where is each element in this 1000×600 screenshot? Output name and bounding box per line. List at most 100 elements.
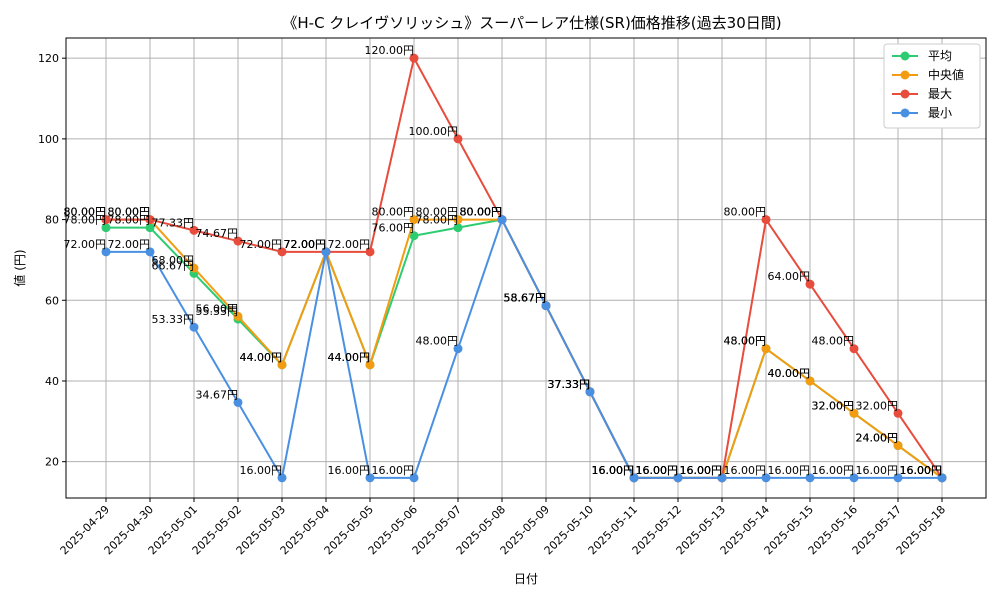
data-point — [805, 473, 815, 483]
data-point — [409, 231, 419, 241]
series-0 — [101, 215, 947, 483]
data-point — [233, 236, 243, 246]
data-point — [101, 223, 111, 233]
data-label: 16.00円 — [240, 464, 283, 477]
y-axis-ticks: 20 40 60 80 100 120 — [38, 52, 66, 469]
legend-box — [883, 43, 981, 129]
data-label: 48.00円 — [416, 335, 459, 348]
data-label: 16.00円 — [680, 464, 723, 477]
data-point — [893, 408, 903, 418]
data-label: 16.00円 — [900, 464, 943, 477]
data-point — [761, 344, 771, 354]
data-label: 16.00円 — [592, 464, 635, 477]
data-label: 44.00円 — [328, 351, 371, 364]
x-axis-ticks: 2025-04-292025-04-302025-05-012025-05-02… — [58, 498, 948, 557]
data-label: 76.00円 — [372, 222, 415, 235]
data-point — [189, 322, 199, 332]
data-label: 34.67円 — [196, 388, 239, 401]
data-point — [453, 215, 463, 225]
legend-label: 最大 — [928, 87, 952, 101]
data-label: 78.00円 — [416, 214, 459, 227]
data-label: 58.67円 — [504, 292, 547, 305]
x-axis-label: 日付 — [514, 572, 538, 586]
series-line — [106, 55, 943, 479]
data-label: 16.00円 — [680, 464, 723, 477]
data-label: 16.00円 — [592, 464, 635, 477]
data-label: 40.00円 — [768, 367, 811, 380]
data-label: 16.00円 — [328, 464, 371, 477]
data-point — [673, 473, 683, 483]
data-label: 16.00円 — [680, 464, 723, 477]
data-label: 48.00円 — [724, 335, 767, 348]
data-label: 32.00円 — [856, 399, 899, 412]
y-tick-label: 20 — [45, 456, 59, 469]
data-label: 66.67円 — [152, 259, 195, 272]
data-label: 16.00円 — [724, 464, 767, 477]
data-point — [277, 473, 287, 483]
data-label: 24.00円 — [856, 432, 899, 445]
data-label: 16.00円 — [856, 464, 899, 477]
y-tick-label: 80 — [45, 214, 59, 227]
data-point — [277, 360, 287, 370]
data-point — [365, 360, 375, 370]
y-axis-label: 値 (円) — [12, 249, 27, 286]
data-label: 100.00円 — [409, 125, 459, 138]
data-label: 58.67円 — [504, 292, 547, 305]
legend-label: 中央値 — [928, 67, 964, 82]
data-label: 37.33円 — [548, 378, 591, 391]
data-label: 72.00円 — [284, 238, 327, 251]
data-label: 37.33円 — [548, 378, 591, 391]
data-point — [365, 473, 375, 483]
data-label: 72.00円 — [108, 238, 151, 251]
data-label: 53.33円 — [152, 313, 195, 326]
legend-label: 平均 — [928, 49, 952, 63]
data-point — [453, 223, 463, 233]
data-point — [145, 223, 155, 233]
data-label: 24.00円 — [856, 432, 899, 445]
data-point — [321, 247, 331, 257]
grid-lines — [66, 38, 986, 498]
y-tick-label: 40 — [45, 375, 59, 388]
data-label: 44.00円 — [240, 351, 283, 364]
data-label: 72.00円 — [240, 238, 283, 251]
data-label: 72.00円 — [284, 238, 327, 251]
data-label: 48.00円 — [724, 335, 767, 348]
data-label: 72.00円 — [284, 238, 327, 251]
data-label: 16.00円 — [680, 464, 723, 477]
data-label: 56.00円 — [196, 302, 239, 315]
data-label: 78.00円 — [108, 214, 151, 227]
data-label: 32.00円 — [812, 399, 855, 412]
data-label: 58.67円 — [504, 292, 547, 305]
series-2 — [101, 53, 947, 483]
y-tick-label: 100 — [38, 133, 59, 146]
legend-marker — [900, 108, 910, 118]
data-label: 80.00円 — [64, 206, 107, 219]
y-tick-label: 120 — [38, 52, 59, 65]
data-point — [893, 441, 903, 451]
data-label: 80.00円 — [460, 206, 503, 219]
y-tick-label: 60 — [45, 294, 59, 307]
data-label: 64.00円 — [768, 270, 811, 283]
data-point — [893, 473, 903, 483]
plot-frame — [65, 37, 987, 499]
data-point — [849, 408, 859, 418]
data-label: 16.00円 — [372, 464, 415, 477]
data-label: 37.33円 — [548, 378, 591, 391]
data-label: 16.00円 — [636, 464, 679, 477]
data-point — [849, 344, 859, 354]
data-point — [409, 215, 419, 225]
data-label: 80.00円 — [108, 206, 151, 219]
data-point — [409, 53, 419, 63]
series-layer — [101, 53, 947, 483]
data-point — [233, 311, 243, 321]
data-label: 80.00円 — [372, 206, 415, 219]
data-point — [541, 301, 551, 311]
data-label: 44.00円 — [328, 351, 371, 364]
series-line — [106, 217, 942, 481]
data-point — [145, 215, 155, 225]
data-point — [849, 473, 859, 483]
data-point — [277, 247, 287, 257]
data-label: 40.00円 — [768, 367, 811, 380]
legend-marker — [900, 51, 910, 61]
